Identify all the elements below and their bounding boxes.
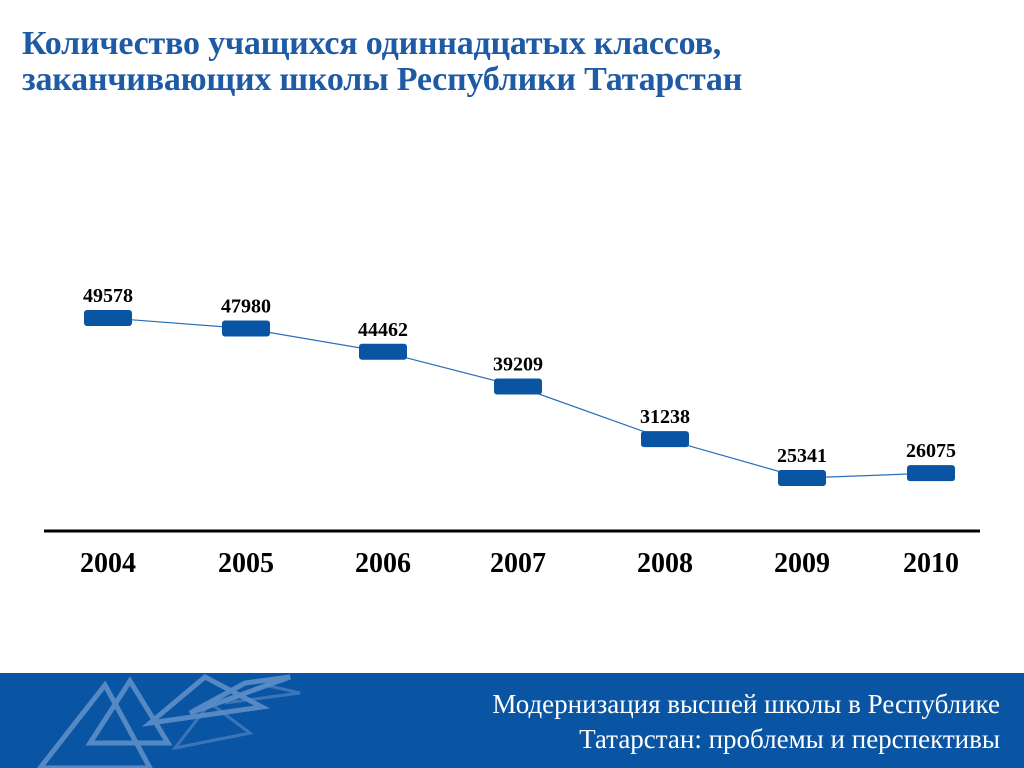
data-label: 49578 [83,285,133,307]
page-title-line-1: Количество учащихся одиннадцатых классов… [22,25,722,62]
x-tick-label: 2009 [774,548,830,579]
page-title-line-2: заканчивающих школы Республики Татарстан [22,61,743,98]
line-chart: 49578 2004 47980 2005 44462 2006 39209 2007 3123… [44,285,980,579]
data-point-marker [778,470,826,486]
x-tick-label: 2010 [903,548,959,579]
data-point-marker [84,310,132,326]
data-label: 47980 [221,296,271,318]
x-tick-label: 2008 [637,548,693,579]
data-point-marker [359,343,407,360]
data-point-marker [222,320,270,337]
data-label: 44462 [358,319,408,341]
footer-band: Модернизация высшей школы в Республике Т… [0,673,1024,768]
data-label: 26075 [906,440,956,462]
x-tick-label: 2006 [355,548,411,579]
data-point-marker [641,431,689,448]
page-title: Количество учащихся одиннадцатых классов… [22,26,742,98]
data-point-marker [494,378,542,395]
footer-caption-line-2: Татарстан: проблемы и перспективы [579,724,1000,754]
data-point-marker [907,465,955,482]
x-tick-label: 2004 [80,548,136,579]
footer-caption-line-1: Модернизация высшей школы в Республике [492,689,1000,719]
triangles-logo-icon [36,674,301,768]
data-label: 39209 [493,353,543,375]
footer-caption: Модернизация высшей школы в Республике Т… [492,687,1000,757]
x-tick-label: 2007 [490,548,546,579]
data-label: 31238 [640,406,690,428]
x-tick-label: 2005 [218,548,274,579]
data-label: 25341 [777,445,827,467]
